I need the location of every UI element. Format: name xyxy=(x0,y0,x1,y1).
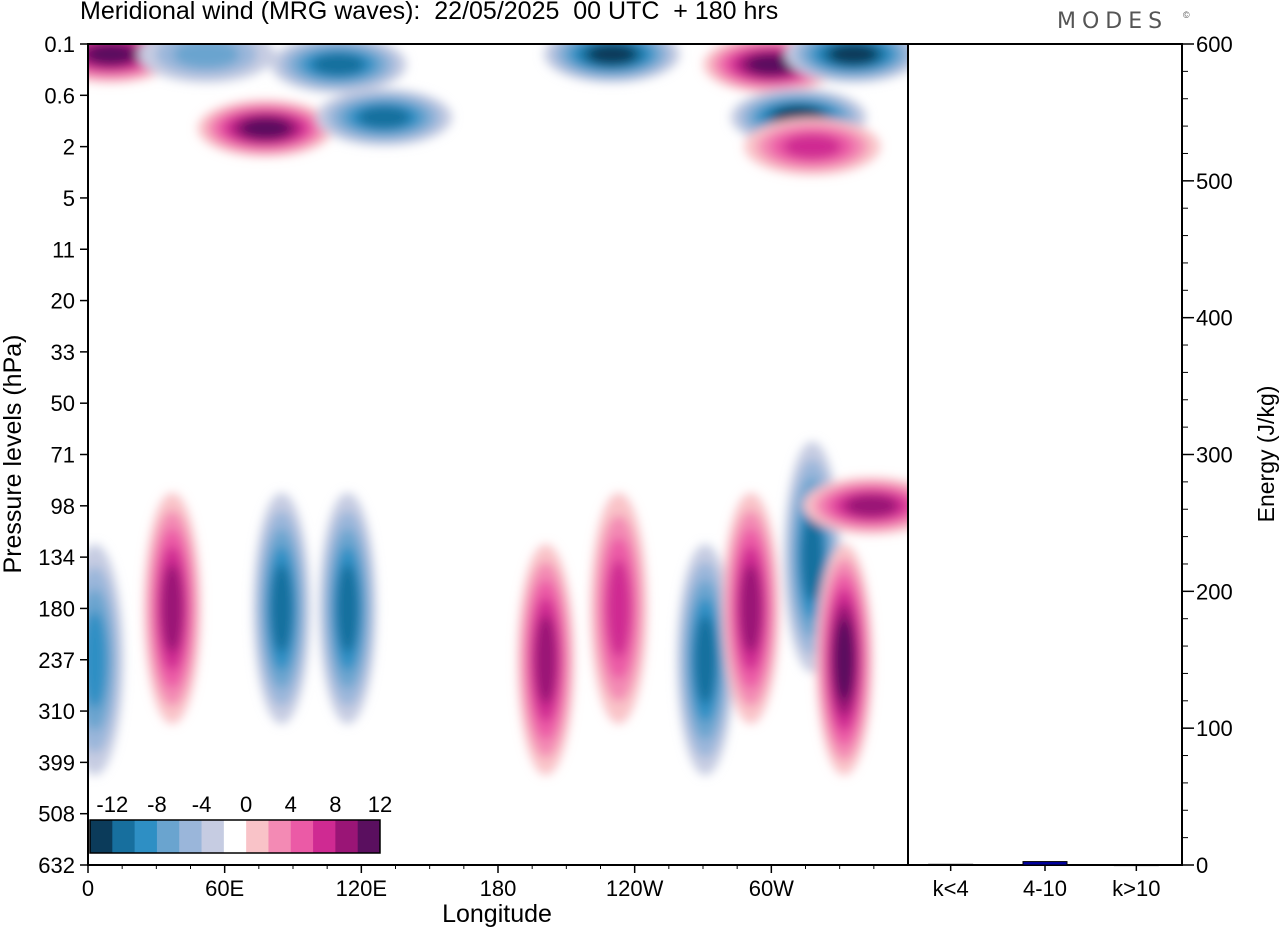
modes-logo: MODES xyxy=(1057,9,1169,34)
x-tick-label: 180 xyxy=(480,876,517,901)
colorbar-swatch xyxy=(357,820,381,853)
y-tick-label: 0.1 xyxy=(44,32,75,57)
colorbar-swatch xyxy=(290,820,314,853)
contour-band-18-4 xyxy=(801,513,824,602)
y-tick-label: 310 xyxy=(38,699,75,724)
colorbar-swatch xyxy=(246,820,269,853)
colorbar-frame xyxy=(89,819,381,854)
y-tick-label: 50 xyxy=(51,391,75,416)
colorbar-swatch xyxy=(335,820,359,853)
chart-title: Meridional wind (MRG waves): 22/05/2025 … xyxy=(80,0,779,25)
contour-band-2-5 xyxy=(241,118,290,139)
contour-band-20-4 xyxy=(845,494,898,517)
y-tick-label: 5 xyxy=(63,186,75,211)
colorbar-swatch xyxy=(134,820,158,853)
heatmap-axes: 0.1 0.6 2 5 11 20 33 50 71 98 134 180 237 310 399 508 63… xyxy=(38,32,909,901)
energy-bar-chart: 0 100 200 300 400 500 600 k<4 4-10 k>10 Energy (J… xyxy=(907,32,1279,901)
contour-blobs xyxy=(88,44,908,776)
colorbar-swatch xyxy=(268,820,292,853)
energy-category-label: 4-10 xyxy=(1023,876,1067,901)
y-tick-label: 2 xyxy=(63,135,75,160)
logo-copyright-mark: © xyxy=(1183,10,1190,20)
contour-band-6-5 xyxy=(747,54,796,75)
y-tick-label: 237 xyxy=(38,648,75,673)
contour-band-10-4 xyxy=(161,564,184,653)
energy-category-label: k>10 xyxy=(1112,876,1160,901)
contour-band-1-2 xyxy=(173,44,240,69)
energy-tick-label: 300 xyxy=(1196,443,1233,468)
contour-band-17-4 xyxy=(739,564,762,653)
energy-tick-label: 400 xyxy=(1196,306,1233,331)
y-tick-label: 508 xyxy=(38,802,75,827)
energy-plot-frame xyxy=(907,43,1183,866)
colorbar: -12 -8 -4 0 4 8 12 xyxy=(89,792,392,854)
colorbar-label: 4 xyxy=(285,792,297,817)
y-tick-label: 33 xyxy=(51,340,75,365)
colorbar-swatch xyxy=(156,820,180,853)
contour-band-19-5 xyxy=(834,618,855,701)
contour-band-16-4 xyxy=(694,615,717,704)
contour-band-14-4 xyxy=(534,615,557,704)
energy-tick-label: 200 xyxy=(1196,579,1233,604)
colorbar-label: -8 xyxy=(147,792,167,817)
contour-band-13-4 xyxy=(336,564,359,653)
y-tick-label: 98 xyxy=(51,494,75,519)
y-tick-label: 180 xyxy=(38,596,75,621)
x-tick-label: 120W xyxy=(606,876,664,901)
energy-tick-label: 100 xyxy=(1196,716,1233,741)
y-tick-label: 632 xyxy=(38,853,75,878)
contour-band-9-3 xyxy=(783,134,842,159)
x-tick-label: 60W xyxy=(749,876,794,901)
y-axis-label: Pressure levels (hPa) xyxy=(0,335,27,574)
contour-band-3-4 xyxy=(312,53,365,76)
colorbar-label: -12 xyxy=(96,792,128,817)
colorbar-swatch xyxy=(90,820,113,853)
colorbar-label: 8 xyxy=(329,792,341,817)
colorbar-swatch xyxy=(313,820,336,853)
contour-band-8-5 xyxy=(829,44,878,65)
energy-tick-label: 600 xyxy=(1196,32,1233,57)
heatmap-contours xyxy=(88,44,908,776)
contour-band-5-5 xyxy=(587,44,637,65)
contour-band-12-4 xyxy=(270,564,293,653)
colorbar-label: 0 xyxy=(240,792,252,817)
heatmap-background xyxy=(88,44,908,865)
energy-bars xyxy=(928,861,1159,867)
heatmap-plot: 0.1 0.6 2 5 11 20 33 50 71 98 134 180 237 310 399 508 63… xyxy=(0,32,909,928)
x-axis-label: Longitude xyxy=(442,900,552,928)
y-tick-label: 11 xyxy=(52,237,75,262)
y-tick-label: 134 xyxy=(38,545,75,570)
colorbar-swatch xyxy=(201,820,225,853)
x-tick-label: 120E xyxy=(336,876,387,901)
y-tick-label: 0.6 xyxy=(44,83,75,108)
colorbar-label: -4 xyxy=(192,792,212,817)
energy-category-label: k<4 xyxy=(933,876,969,901)
x-tick-label: 0 xyxy=(82,876,94,901)
colorbar-swatch xyxy=(179,820,202,853)
y-tick-label: 20 xyxy=(51,289,75,314)
colorbar-swatch xyxy=(112,820,136,853)
energy-bar xyxy=(1022,861,1068,866)
contour-band-4-4 xyxy=(358,106,411,129)
y-tick-label: 71 xyxy=(51,443,75,468)
energy-tick-label: 500 xyxy=(1196,169,1233,194)
x-tick-label: 60E xyxy=(205,876,244,901)
contour-band-0-5 xyxy=(88,44,136,65)
energy-axis-label: Energy (J/kg) xyxy=(1253,386,1279,523)
contour-band-15-3 xyxy=(606,559,631,658)
energy-axes: 0 100 200 300 400 500 600 k<4 4-10 k>10 xyxy=(933,32,1233,901)
energy-tick-label: 0 xyxy=(1196,853,1208,878)
colorbar-label: 12 xyxy=(368,792,392,817)
colorbar-swatch xyxy=(223,820,247,853)
y-tick-label: 399 xyxy=(38,750,75,775)
contour-band-11-3 xyxy=(88,611,107,709)
